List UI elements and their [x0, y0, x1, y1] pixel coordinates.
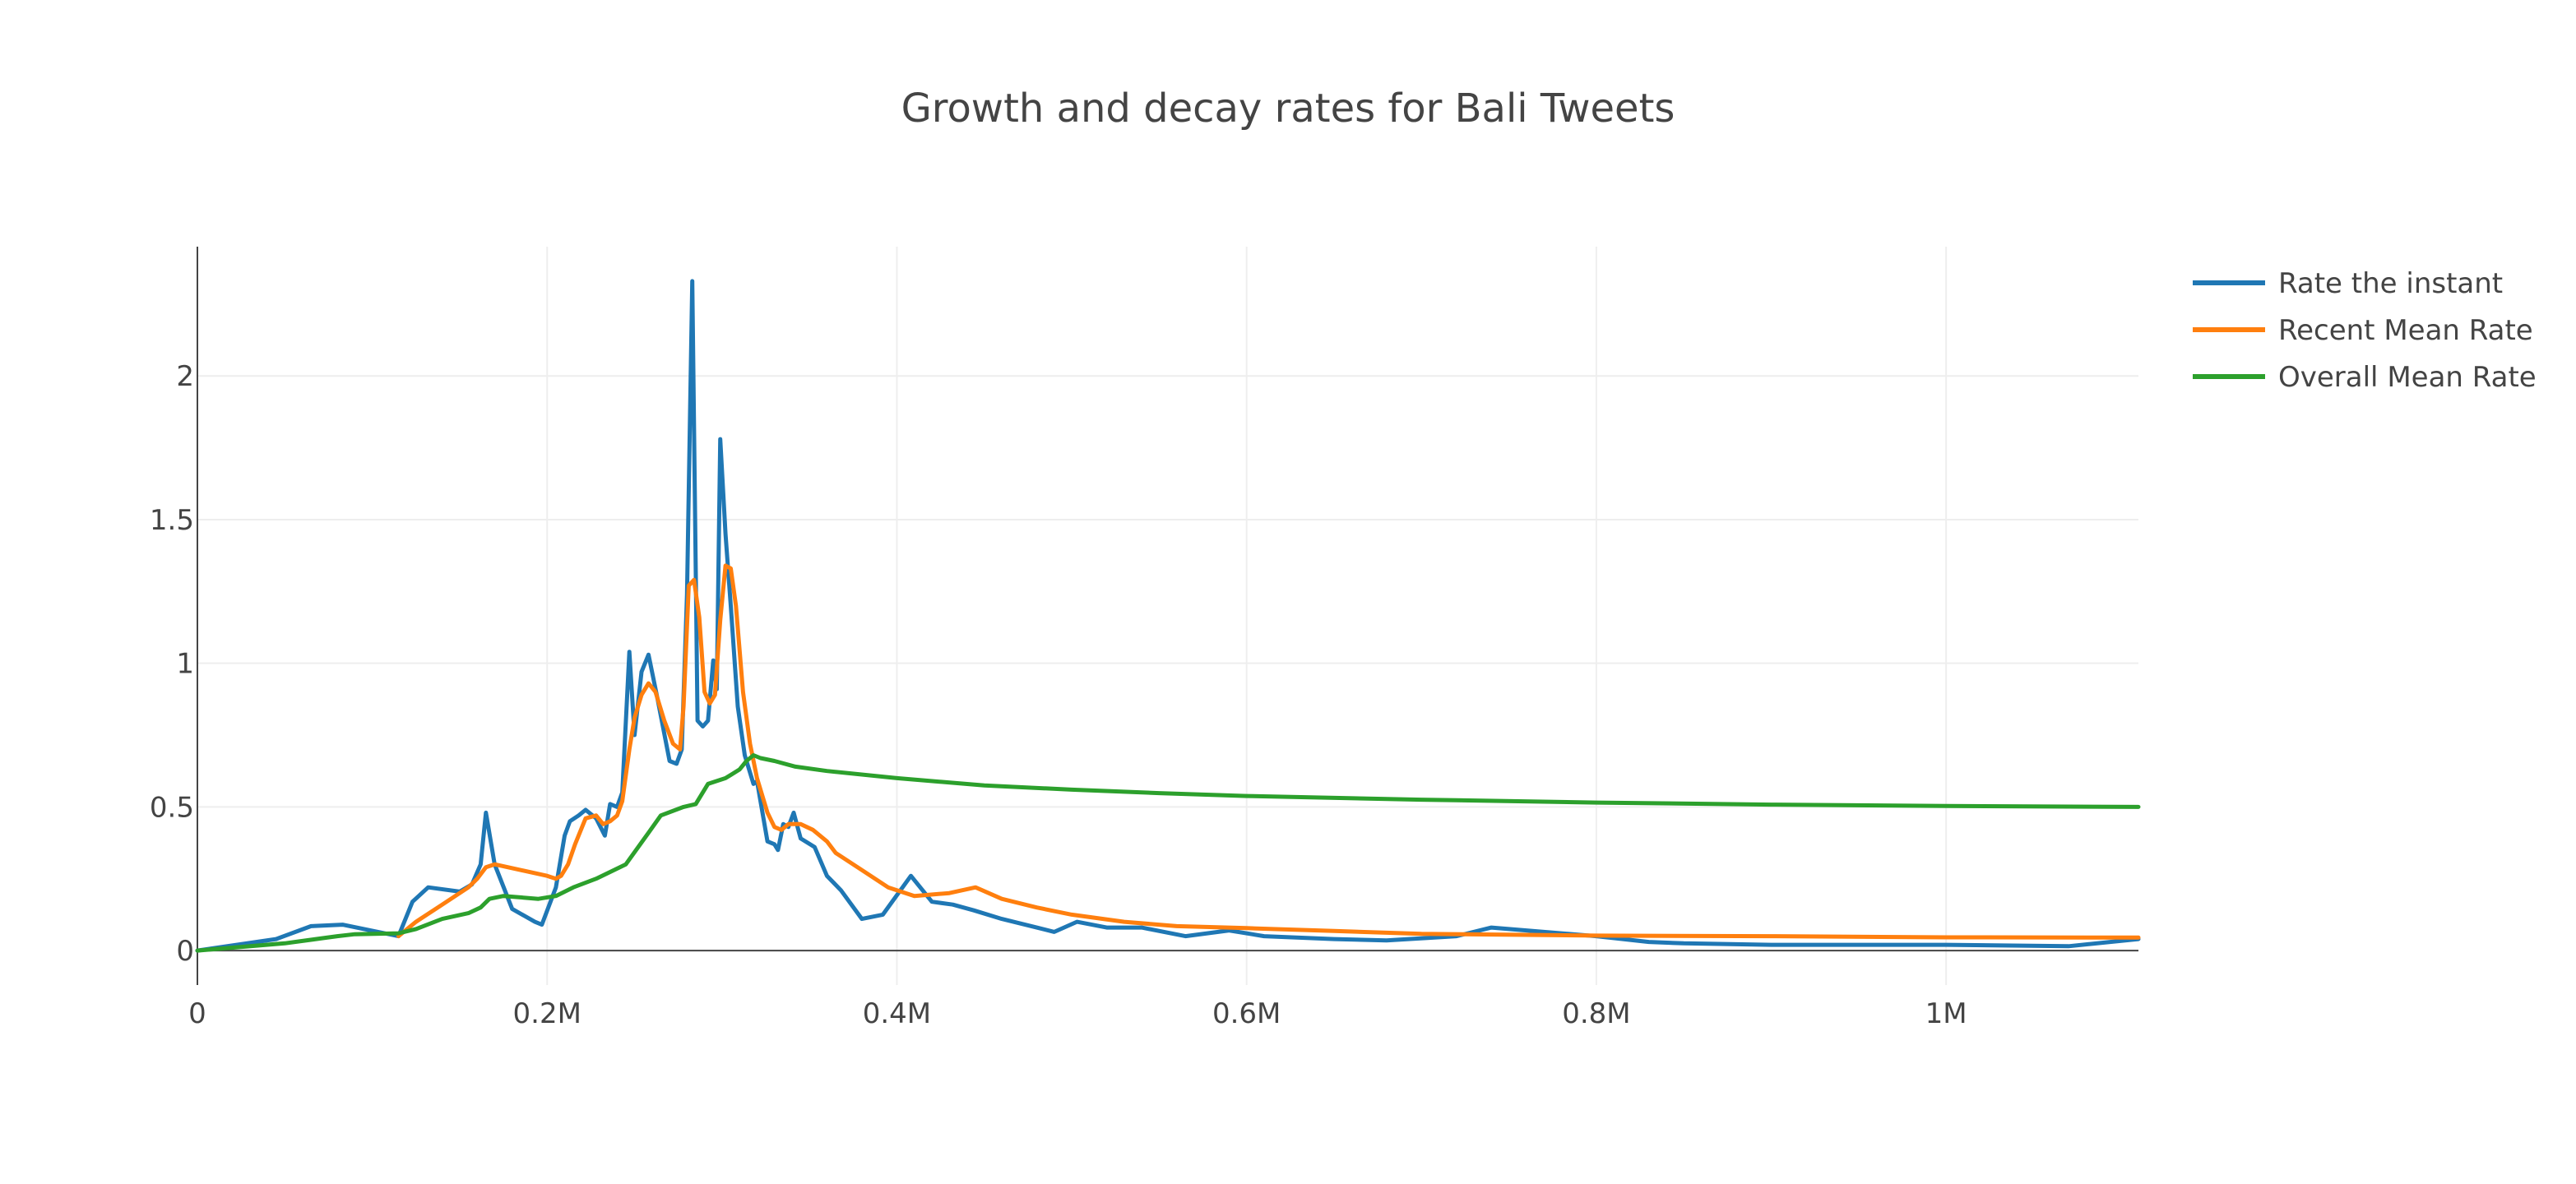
x-tick-label: 0.4M [863, 997, 931, 1030]
series-line-3 [195, 753, 2141, 953]
legend-label: Overall Mean Rate [2278, 361, 2537, 394]
legend-label: Rate the instant [2278, 267, 2503, 300]
x-tick-label: 1M [1925, 997, 1967, 1030]
legend-item[interactable]: Overall Mean Rate [2193, 361, 2537, 394]
legend-item[interactable]: Recent Mean Rate [2193, 314, 2533, 347]
x-tick-label: 0.8M [1562, 997, 1630, 1030]
axis-layer: 0 0.2M 0.4M 0.6M 0.8M 1M 0 0.5 1 1.5 2 [150, 247, 2138, 1030]
y-tick-label: 0 [176, 935, 194, 968]
x-tick-label: 0.2M [513, 997, 581, 1030]
series-line-2 [396, 563, 2141, 940]
y-tick-label: 2 [176, 360, 194, 393]
x-tick-label: 0.6M [1212, 997, 1281, 1030]
legend-label: Recent Mean Rate [2278, 314, 2533, 347]
y-tick-label: 1 [176, 648, 194, 681]
series-line-1 [195, 279, 2141, 953]
y-tick-label: 1.5 [150, 504, 194, 537]
legend[interactable]: Rate the instant Recent Mean Rate Overall … [2193, 267, 2537, 394]
series-layer [195, 279, 2141, 953]
legend-item[interactable]: Rate the instant [2193, 267, 2503, 300]
chart-title: Growth and decay rates for Bali Tweets [901, 86, 1675, 132]
x-tick-label: 0 [188, 997, 206, 1030]
y-tick-label: 0.5 [150, 791, 194, 824]
grid-layer [197, 247, 2138, 985]
